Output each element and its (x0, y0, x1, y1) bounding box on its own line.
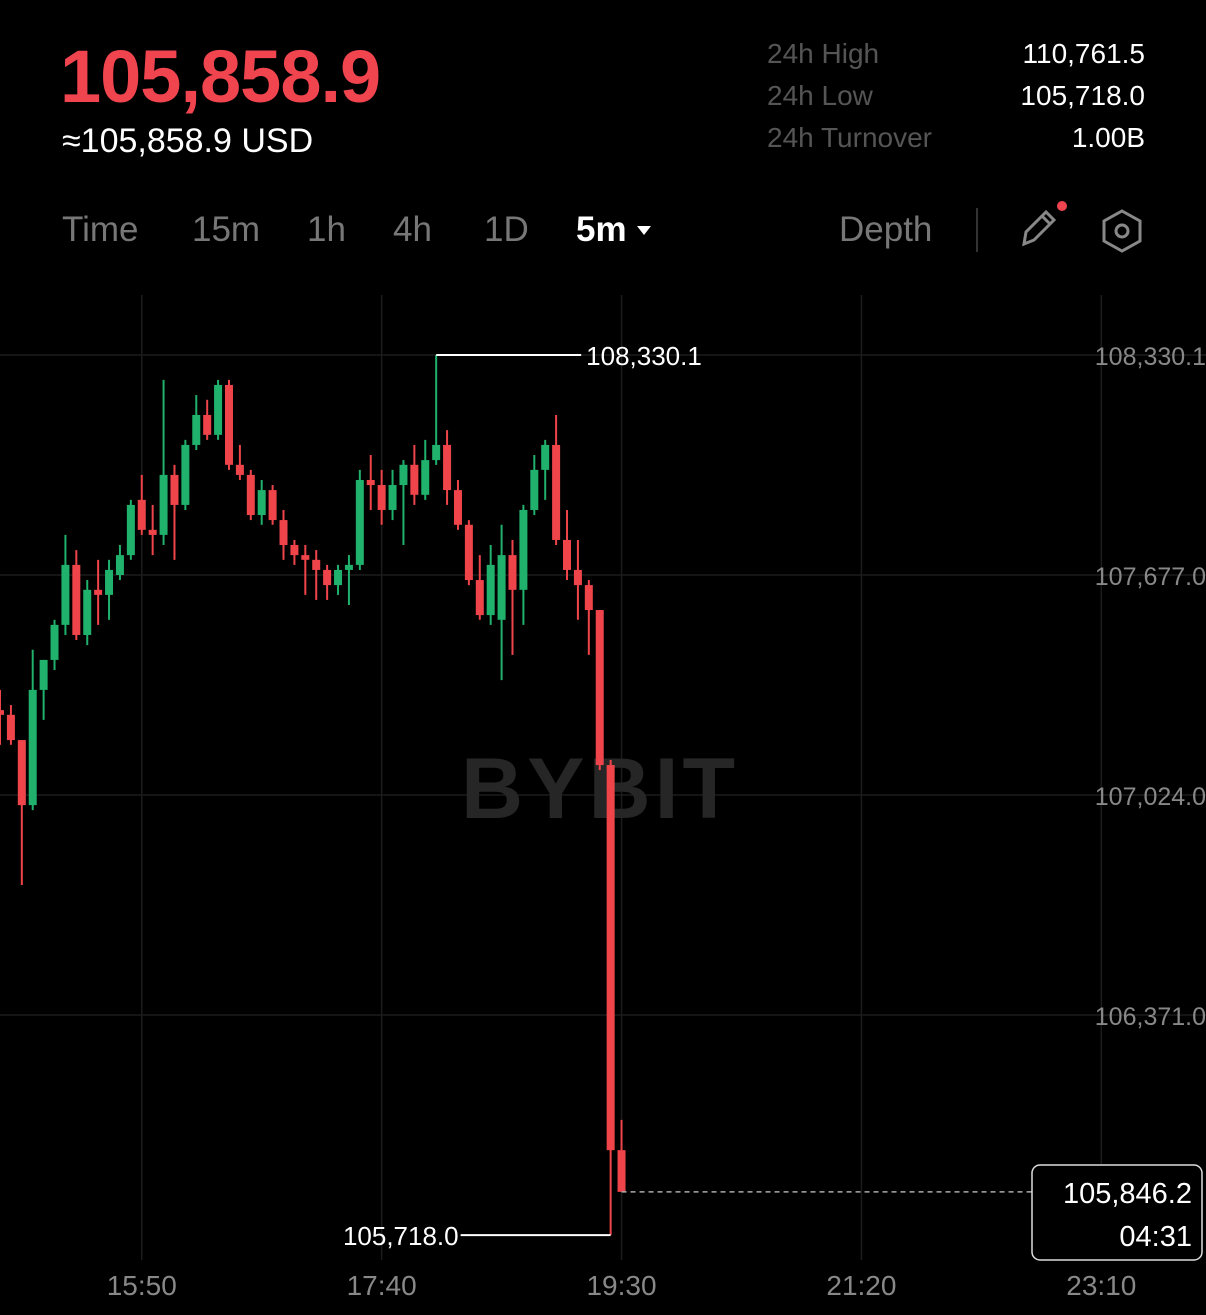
candle-body (137, 499, 146, 530)
draw-icon[interactable] (1022, 209, 1057, 247)
candle-body (181, 444, 190, 505)
tab[interactable]: Time (62, 210, 139, 249)
candle-body (159, 474, 168, 535)
candle-body (563, 539, 572, 570)
candle-body (170, 474, 179, 505)
y-tick-label: 106,371.0 (1095, 1003, 1206, 1031)
x-tick-label: 17:40 (347, 1270, 417, 1301)
candle-body (214, 384, 223, 435)
settings-icon[interactable] (1102, 209, 1142, 253)
y-tick-label: 107,024.0 (1095, 783, 1206, 811)
x-tick-label: 15:50 (107, 1270, 177, 1301)
candle-body (61, 564, 70, 625)
candle-body (94, 589, 103, 595)
candle-body (224, 384, 233, 465)
candle-body (497, 555, 506, 620)
last-price: 105,858.9 (60, 35, 381, 118)
candle-body (235, 464, 244, 475)
stat-value: 110,761.5 (1022, 38, 1146, 69)
candle-body (432, 444, 441, 461)
max-marker-label: 108,330.1 (586, 341, 702, 371)
candle-body (323, 569, 332, 586)
candle-body (519, 509, 528, 590)
usd-price: ≈105,858.9 USD (62, 122, 314, 160)
candle-body (192, 414, 201, 445)
candle-body (50, 624, 59, 660)
candle-body (6, 714, 15, 741)
candle-body (443, 444, 452, 491)
candle-body (453, 490, 462, 525)
candle-body (421, 460, 430, 495)
candle-body (530, 469, 539, 510)
candle-body (17, 740, 26, 806)
x-tick-label: 23:10 (1066, 1270, 1136, 1301)
candle-body (355, 479, 364, 565)
candle-body (410, 464, 419, 495)
countdown: 04:31 (1119, 1221, 1192, 1253)
stat-label: 24h Low (767, 80, 873, 111)
x-tick-label: 21:20 (826, 1270, 896, 1301)
candle-body (508, 555, 517, 590)
stat-label: 24h Turnover (767, 122, 932, 153)
candle-body (388, 485, 397, 510)
candle-body (0, 710, 4, 715)
candle-body (115, 555, 124, 575)
tab[interactable]: 1h (307, 210, 346, 249)
candle-body (552, 444, 561, 540)
candle-body (39, 659, 48, 690)
candle-body (584, 585, 593, 611)
candle-body (486, 564, 495, 616)
stat-value: 105,718.0 (1020, 80, 1145, 111)
candle-body (464, 524, 473, 581)
min-marker-label: 105,718.0 (343, 1221, 459, 1251)
tab[interactable]: 15m (192, 210, 261, 249)
y-tick-label: 108,330.1 (1095, 343, 1206, 371)
candle-body (148, 529, 157, 535)
candle-body (573, 569, 582, 586)
candle-body (312, 559, 321, 570)
candle-body (399, 464, 408, 486)
stat-label: 24h High (767, 38, 880, 69)
candle-body (334, 569, 343, 586)
x-tick-label: 19:30 (586, 1270, 656, 1301)
candle-body (366, 479, 375, 486)
tab[interactable]: 4h (393, 210, 432, 249)
candle-body (126, 504, 135, 556)
candle-body (246, 474, 255, 516)
candle-body (72, 564, 81, 635)
active-tab[interactable]: 5m (576, 210, 627, 249)
candle-body (541, 444, 550, 470)
candle-body (257, 490, 266, 516)
candle-body (377, 485, 386, 510)
candle-body (617, 1150, 626, 1192)
candle-body (268, 490, 277, 521)
candle-body (83, 589, 92, 635)
candle-body (344, 564, 353, 570)
tab[interactable]: 1D (484, 210, 529, 249)
y-tick-label: 107,677.0 (1095, 563, 1206, 591)
notification-dot (1057, 201, 1067, 211)
candle-body (28, 689, 37, 806)
depth-tab[interactable]: Depth (839, 210, 933, 249)
candle-body (203, 414, 212, 435)
stat-value: 1.00B (1071, 122, 1145, 153)
candle-body (105, 569, 114, 595)
candle-body (475, 580, 484, 616)
candle-body (606, 765, 615, 1151)
candle-body (595, 610, 604, 766)
last-price-box (1031, 1164, 1203, 1261)
candle-body (301, 555, 310, 560)
candle-body (279, 520, 288, 546)
dropdown-arrow (637, 226, 651, 235)
last-price-label: 105,846.2 (1063, 1178, 1192, 1210)
candle-body (290, 545, 299, 556)
